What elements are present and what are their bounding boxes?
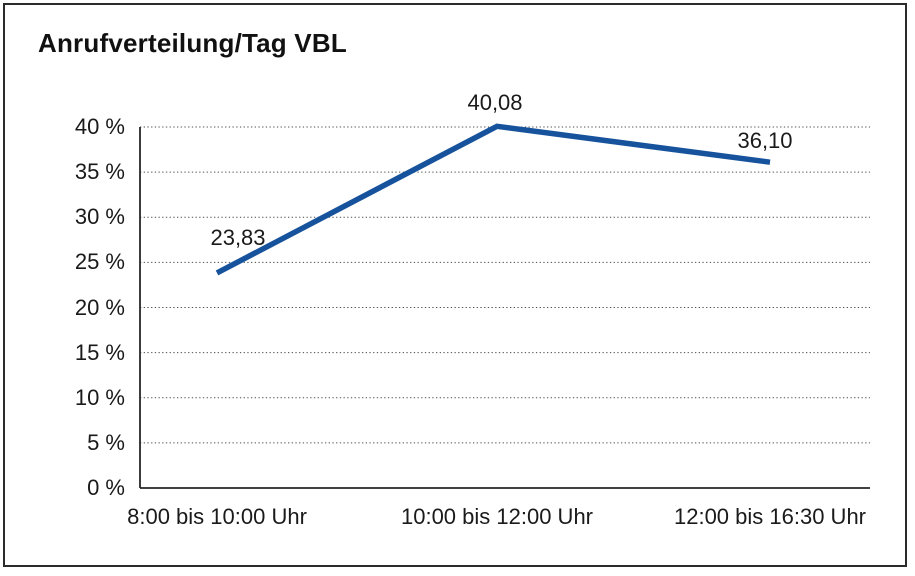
y-tick-label-35: 35 % (74, 159, 125, 185)
x-category-label-0: 8:00 bis 10:00 Uhr (127, 504, 307, 529)
y-tick-label-20: 20 % (74, 294, 125, 320)
y-tick-label-0: 0 % (87, 475, 125, 500)
y-tick-label-25: 25 % (74, 249, 125, 275)
y-tick-label-30: 30 % (74, 204, 125, 230)
chart-title: Anrufverteilung/Tag VBL (38, 28, 347, 58)
y-tick-label-40: 40 % (74, 114, 125, 139)
data-point-label-1: 40,08 (467, 90, 523, 115)
data-point-label-0: 23,83 (210, 225, 266, 250)
data-line-0 (215, 123, 771, 276)
y-tick-label-5: 5 % (87, 429, 125, 455)
x-category-label-2: 12:00 bis 16:30 Uhr (673, 504, 867, 529)
y-tick-label-10: 10 % (74, 384, 125, 410)
y-tick-label-15: 15 % (74, 339, 125, 365)
x-category-label-1: 10:00 bis 12:00 Uhr (400, 504, 594, 529)
data-point-label-2: 36,10 (737, 128, 793, 153)
